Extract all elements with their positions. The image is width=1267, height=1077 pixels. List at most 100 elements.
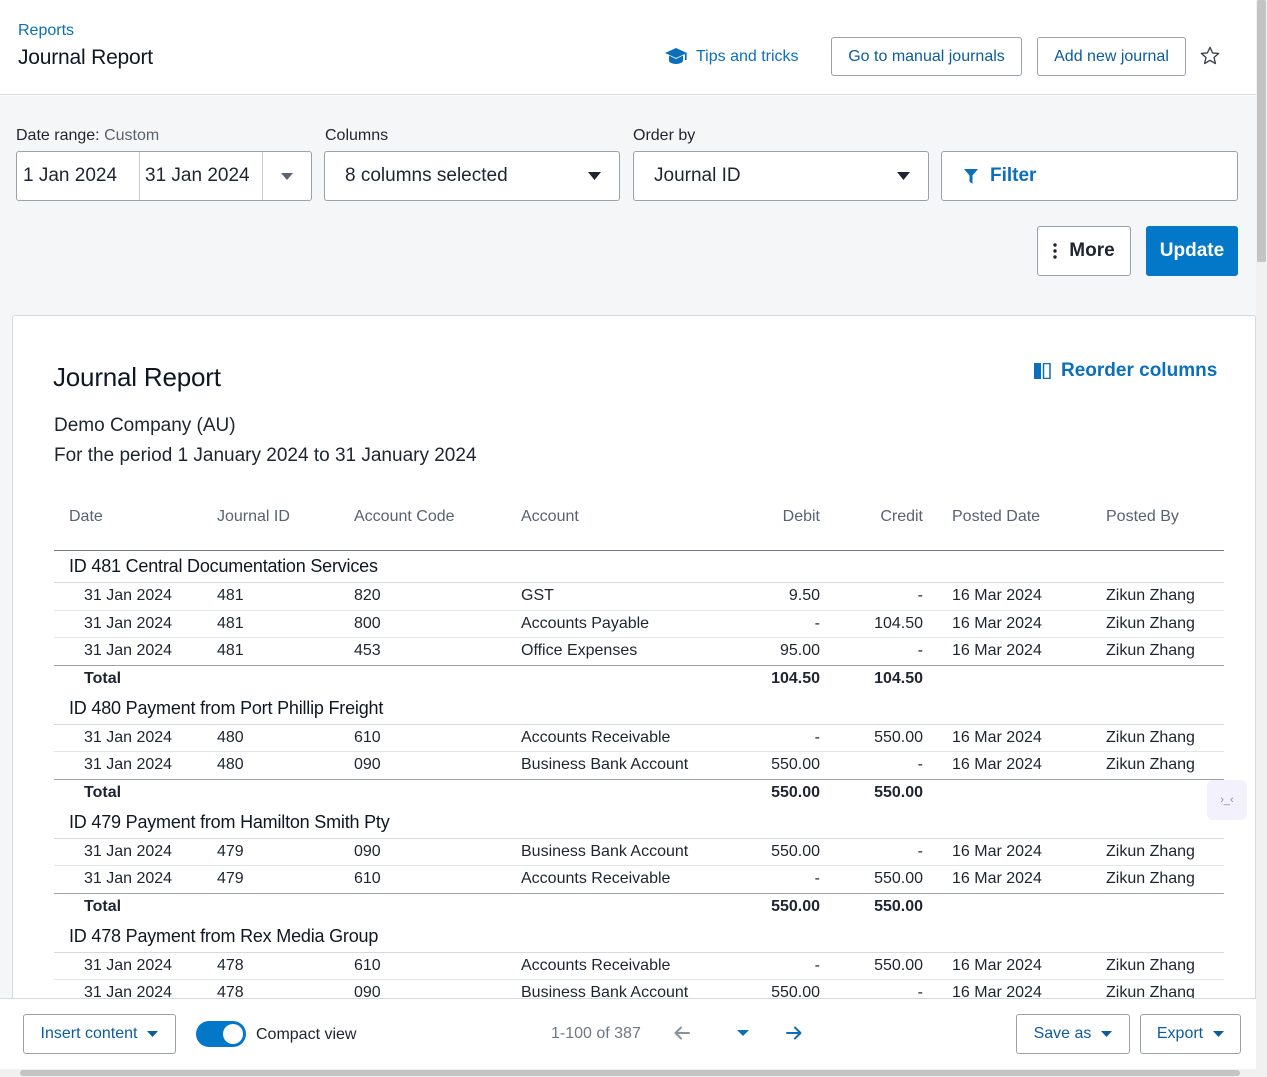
vertical-scrollbar-thumb[interactable] [1257, 0, 1266, 262]
funnel-icon [964, 168, 978, 184]
cell-credit: 550.00 [874, 728, 923, 746]
table-row[interactable]: 31 Jan 2024 481 453 Office Expenses 95.00 - 16… [54, 638, 1224, 666]
cell-date: 31 Jan 2024 [84, 984, 173, 1001]
chevron-down-icon [1101, 1031, 1113, 1037]
cell-posted-by: Zikun Zhang [1106, 614, 1195, 632]
cell-journal-id: 479 [217, 870, 244, 887]
cell-account: GST [521, 587, 554, 604]
columns-select-value: 8 columns selected [345, 165, 508, 186]
cell-date: 31 Jan 2024 [84, 728, 173, 746]
total-debit: 104.50 [771, 669, 820, 687]
side-assistant-icon[interactable]: ›_‹ [1207, 780, 1247, 820]
date-range-picker: 1 Jan 2024 31 Jan 2024 [16, 151, 312, 201]
cell-date: 31 Jan 2024 [84, 956, 173, 974]
more-label: More [1069, 240, 1115, 261]
cell-posted-date: 16 Mar 2024 [952, 642, 1042, 659]
cell-posted-by: Zikun Zhang [1106, 870, 1195, 887]
cell-posted-date: 16 Mar 2024 [952, 870, 1042, 887]
cell-debit: 550.00 [771, 984, 820, 1001]
tips-and-tricks-link[interactable]: Tips and tricks [664, 44, 799, 70]
journal-group-title[interactable]: ID 480 Payment from Port Phillip Freight [69, 697, 384, 718]
cell-posted-by: Zikun Zhang [1106, 756, 1195, 773]
chevron-down-icon[interactable] [735, 1025, 751, 1041]
star-icon[interactable] [1199, 45, 1221, 67]
table-row[interactable]: 31 Jan 2024 479 090 Business Bank Account 55… [54, 839, 1224, 866]
breadcrumb-reports[interactable]: Reports [18, 22, 75, 39]
table-row[interactable]: 31 Jan 2024 479 610 Accounts Receivable - 550… [54, 866, 1224, 894]
table-row[interactable]: 31 Jan 2024 478 610 Accounts Receivable - 550… [54, 953, 1224, 980]
add-new-journal-button[interactable]: Add new journal [1037, 37, 1186, 76]
journal-group-title[interactable]: ID 481 Central Documentation Services [69, 556, 378, 576]
journal-group-title[interactable]: ID 478 Payment from Rex Media Group [69, 925, 379, 946]
cell-posted-by: Zikun Zhang [1106, 587, 1195, 604]
table-row[interactable]: 31 Jan 2024 481 820 GST 9.50 - 16 Mar 2024 Ziku… [54, 583, 1224, 611]
end-date-input[interactable]: 31 Jan 2024 [140, 152, 263, 200]
cell-credit: - [917, 842, 923, 860]
cell-posted-date: 16 Mar 2024 [952, 984, 1042, 1001]
more-button[interactable]: More [1037, 226, 1131, 276]
compact-view-toggle[interactable] [196, 1021, 246, 1047]
cell-journal-id: 478 [217, 984, 244, 1001]
cell-credit: - [917, 642, 923, 659]
chevron-down-icon [1213, 1031, 1225, 1037]
cell-posted-date: 16 Mar 2024 [952, 756, 1042, 773]
cell-account-code: 090 [354, 984, 381, 1001]
column-header-posted-by[interactable]: Posted By [1106, 508, 1179, 525]
cell-account: Business Bank Account [521, 842, 689, 860]
cell-credit: - [917, 587, 923, 604]
column-header-date[interactable]: Date [69, 508, 103, 525]
cell-credit: - [917, 984, 923, 1001]
column-header-journal-id[interactable]: Journal ID [217, 508, 290, 525]
journal-groups: ID 481 Central Documentation Services 31 … [54, 551, 1224, 1008]
vertical-ellipsis-icon [1053, 243, 1057, 259]
column-header-debit[interactable]: Debit [782, 508, 820, 525]
cell-posted-date: 16 Mar 2024 [952, 728, 1042, 746]
journal-table: Date Journal ID Account Code Account Deb… [54, 496, 1224, 1008]
start-date-input[interactable]: 1 Jan 2024 [17, 152, 140, 200]
cell-posted-date: 16 Mar 2024 [952, 614, 1042, 632]
cell-account: Accounts Receivable [521, 870, 671, 887]
order-by-select[interactable]: Journal ID [633, 151, 929, 201]
column-header-account-code[interactable]: Account Code [354, 508, 455, 525]
arrow-right-icon[interactable] [784, 1023, 804, 1043]
cell-date: 31 Jan 2024 [84, 642, 173, 659]
vertical-scrollbar-track[interactable] [1256, 0, 1267, 1069]
total-label: Total [84, 897, 122, 915]
total-row: Total 550.00 550.00 [54, 780, 1224, 807]
export-label: Export [1156, 1025, 1204, 1042]
arrow-left-icon[interactable] [672, 1023, 692, 1043]
total-row: Total 550.00 550.00 [54, 894, 1224, 921]
reorder-columns-button[interactable]: Reorder columns [1034, 360, 1217, 382]
cell-posted-by: Zikun Zhang [1106, 984, 1195, 1001]
table-row[interactable]: 31 Jan 2024 480 090 Business Bank Account 55… [54, 752, 1224, 780]
cell-account-code: 453 [354, 642, 381, 659]
insert-content-button[interactable]: Insert content [23, 1014, 176, 1054]
filter-label: Filter [990, 165, 1037, 186]
reorder-columns-label: Reorder columns [1061, 360, 1218, 381]
export-button[interactable]: Export [1140, 1014, 1241, 1054]
cell-journal-id: 478 [217, 956, 244, 974]
total-credit: 550.00 [874, 897, 923, 915]
cell-account: Accounts Receivable [521, 728, 671, 746]
update-button[interactable]: Update [1146, 226, 1238, 276]
date-range-label: Date range: Custom [16, 127, 159, 145]
save-as-button[interactable]: Save as [1016, 1014, 1130, 1054]
columns-select[interactable]: 8 columns selected [324, 151, 620, 201]
report-title: Journal Report [53, 362, 221, 392]
column-header-credit[interactable]: Credit [880, 508, 923, 525]
cell-account-code: 800 [354, 614, 381, 632]
horizontal-scrollbar-thumb[interactable] [20, 1070, 1240, 1076]
total-debit: 550.00 [771, 783, 820, 801]
cell-posted-date: 16 Mar 2024 [952, 956, 1042, 974]
compact-view-label: Compact view [256, 1026, 357, 1043]
cell-date: 31 Jan 2024 [84, 870, 173, 887]
date-range-dropdown-button[interactable] [263, 152, 311, 200]
column-header-posted-date[interactable]: Posted Date [952, 508, 1041, 525]
table-row[interactable]: 31 Jan 2024 480 610 Accounts Receivable - 550… [54, 725, 1224, 752]
go-to-manual-journals-button[interactable]: Go to manual journals [831, 37, 1022, 76]
table-row[interactable]: 31 Jan 2024 481 800 Accounts Payable - 104.50… [54, 611, 1224, 638]
column-header-account[interactable]: Account [521, 508, 579, 525]
cell-account: Office Expenses [521, 642, 638, 659]
journal-group-title[interactable]: ID 479 Payment from Hamilton Smith Pty [69, 811, 390, 832]
filter-button[interactable]: Filter [941, 151, 1238, 201]
